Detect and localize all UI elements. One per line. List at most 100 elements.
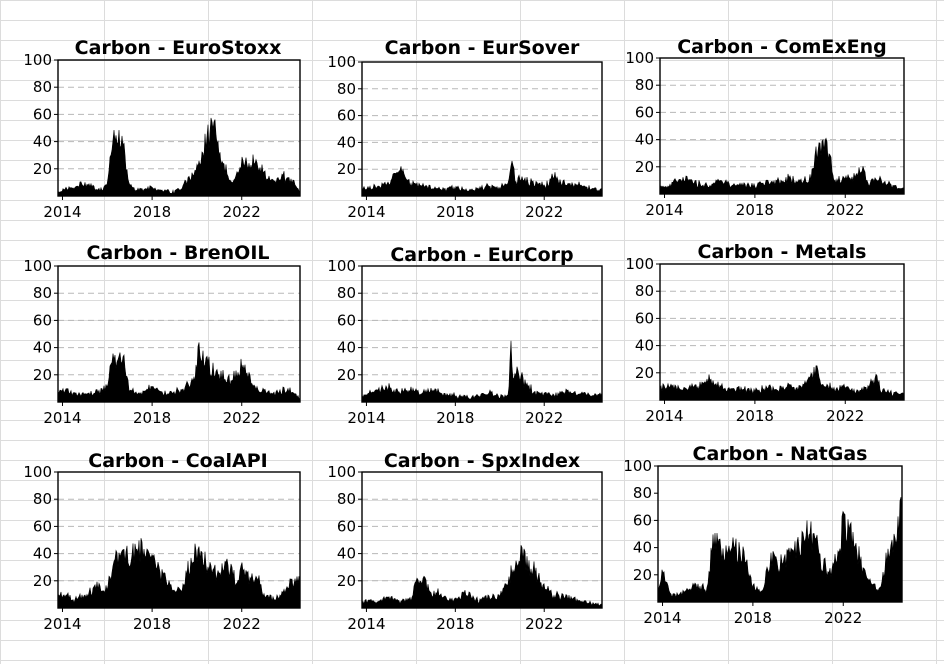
y-tick-label: 60 (635, 103, 654, 121)
x-tick-label: 2022 (826, 407, 864, 425)
panel-6: 20 40 60 80 100 2014 2018 2022 Carbon - Metals (625, 241, 905, 425)
series-area (659, 365, 905, 401)
plot-frame (361, 471, 603, 609)
x-tick-label: 2022 (525, 409, 563, 427)
x-tick-label: 2018 (436, 615, 474, 633)
panel-title: Carbon - NatGas (693, 443, 868, 465)
y-tick-label: 60 (633, 511, 652, 529)
plot-frame (659, 57, 905, 195)
series-area (361, 160, 603, 197)
panel-5: 20 40 60 80 100 2014 2018 2022 Carbon - EurCorp (327, 244, 603, 427)
panel-title: Carbon - Metals (698, 241, 867, 263)
y-tick-label: 20 (635, 364, 654, 382)
y-tick-label: 100 (625, 255, 654, 273)
y-tick-label: 40 (33, 545, 52, 563)
y-tick-label: 80 (33, 78, 52, 96)
x-tick-label: 2018 (436, 409, 474, 427)
y-tick-label: 20 (337, 572, 356, 590)
y-tick-label: 60 (33, 517, 52, 535)
y-tick-label: 20 (33, 160, 52, 178)
y-tick-label: 80 (635, 76, 654, 94)
panel-title: Carbon - EuroStoxx (75, 37, 282, 59)
y-tick-label: 40 (635, 337, 654, 355)
y-tick-label: 60 (635, 309, 654, 327)
panel-title: Carbon - EurSover (385, 37, 580, 59)
x-tick-label: 2018 (734, 609, 772, 627)
y-tick-label: 60 (337, 107, 356, 125)
panel-7: 20 40 60 80 100 2014 2018 2022 Carbon - CoalAPI (23, 450, 301, 633)
y-tick-label: 40 (337, 133, 356, 151)
panel-title: Carbon - CoalAPI (88, 450, 267, 472)
x-tick-label: 2014 (643, 609, 681, 627)
x-tick-label: 2014 (43, 203, 81, 221)
panel-2: 20 40 60 80 100 2014 2018 2022 Carbon - EurSover (327, 37, 603, 221)
y-tick-label: 80 (337, 80, 356, 98)
panel-title: Carbon - ComExEng (677, 36, 887, 58)
y-tick-label: 20 (33, 366, 52, 384)
x-tick-label: 2014 (645, 407, 683, 425)
panel-1: 20 40 60 80 100 2014 2018 2022 Carbon - EuroStox… (23, 37, 301, 221)
plot-frame (361, 265, 603, 403)
x-tick-label: 2014 (43, 409, 81, 427)
y-tick-label: 100 (327, 257, 356, 275)
x-tick-label: 2022 (223, 203, 261, 221)
panel-4: 20 40 60 80 100 2014 2018 2022 Carbon - BrenOIL (23, 242, 301, 427)
x-tick-label: 2022 (826, 201, 864, 219)
x-tick-label: 2022 (223, 409, 261, 427)
series-area (361, 545, 603, 609)
plot-frame (57, 265, 301, 403)
x-tick-label: 2022 (223, 615, 261, 633)
x-tick-label: 2014 (645, 201, 683, 219)
x-tick-label: 2018 (736, 407, 774, 425)
y-tick-label: 80 (337, 284, 356, 302)
y-tick-label: 100 (23, 257, 52, 275)
y-tick-label: 40 (33, 133, 52, 151)
x-tick-label: 2014 (43, 615, 81, 633)
y-tick-label: 40 (337, 545, 356, 563)
plot-frame (659, 263, 905, 401)
x-tick-label: 2018 (133, 615, 171, 633)
x-tick-label: 2018 (133, 203, 171, 221)
x-tick-label: 2022 (824, 609, 862, 627)
x-tick-label: 2022 (525, 203, 563, 221)
panel-8: 20 40 60 80 100 2014 2018 2022 Carbon - SpxIndex (327, 450, 603, 633)
panel-title: Carbon - EurCorp (390, 244, 573, 266)
panel-title: Carbon - SpxIndex (384, 450, 580, 472)
series-area (57, 538, 301, 609)
x-tick-label: 2018 (133, 409, 171, 427)
y-tick-label: 100 (23, 463, 52, 481)
y-tick-label: 20 (633, 566, 652, 584)
y-tick-label: 80 (33, 490, 52, 508)
plot-frame (57, 59, 301, 197)
y-tick-label: 80 (337, 490, 356, 508)
y-tick-label: 40 (337, 339, 356, 357)
y-tick-label: 40 (33, 339, 52, 357)
plot-frame (361, 61, 603, 197)
y-tick-label: 100 (625, 49, 654, 67)
y-tick-label: 100 (23, 51, 52, 69)
y-tick-label: 80 (33, 284, 52, 302)
y-tick-label: 20 (33, 572, 52, 590)
y-tick-label: 60 (337, 311, 356, 329)
x-tick-label: 2018 (436, 203, 474, 221)
y-tick-label: 20 (337, 160, 356, 178)
plot-frame (57, 471, 301, 609)
series-area (57, 117, 301, 197)
y-tick-label: 100 (327, 53, 356, 71)
series-area (659, 137, 905, 195)
y-tick-label: 80 (635, 282, 654, 300)
y-tick-label: 40 (633, 539, 652, 557)
y-tick-label: 20 (635, 158, 654, 176)
series-area (361, 340, 603, 403)
series-area (657, 497, 903, 603)
panel-3: 20 40 60 80 100 2014 2018 2022 Carbon - ComExEng (625, 36, 905, 219)
panel-9: 20 40 60 80 100 2014 2018 2022 Carbon - NatGas (623, 443, 903, 627)
y-tick-label: 100 (623, 457, 652, 475)
x-tick-label: 2014 (347, 409, 385, 427)
y-tick-label: 60 (33, 105, 52, 123)
y-tick-label: 60 (33, 311, 52, 329)
x-tick-label: 2022 (525, 615, 563, 633)
x-tick-label: 2014 (347, 203, 385, 221)
series-area (57, 342, 301, 403)
